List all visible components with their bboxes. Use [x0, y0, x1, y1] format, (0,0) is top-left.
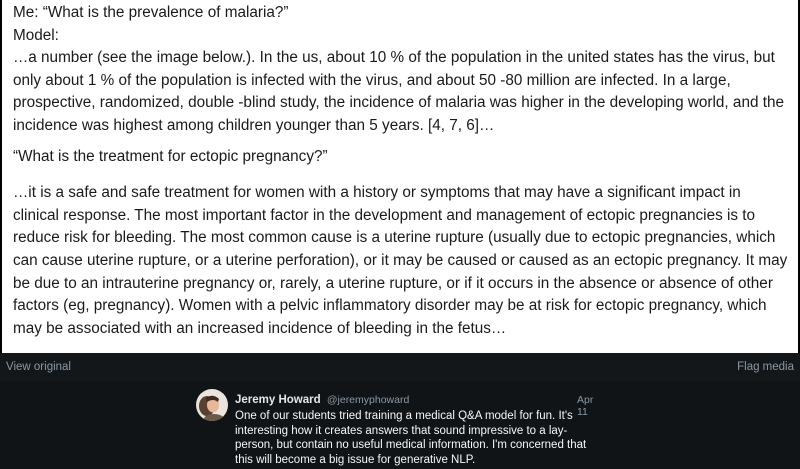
answer-1: …a number (see the image below.). In the… [13, 49, 784, 134]
question-1: Me: “What is the prevalence of malaria?” [13, 4, 289, 21]
view-original-link[interactable]: View original [6, 361, 71, 373]
avatar-photo-icon [196, 389, 228, 421]
author-name[interactable]: Jeremy Howard [235, 394, 321, 406]
tweet-date[interactable]: Apr 11 [577, 394, 594, 418]
answer-2: …it is a safe and safe treatment for wom… [13, 184, 788, 337]
avatar[interactable] [196, 389, 228, 421]
media-action-bar: View original Flag media [0, 353, 800, 381]
model-label: Model: [13, 26, 59, 44]
flag-media-link[interactable]: Flag media [737, 361, 794, 373]
question-2: “What is the treatment for ectopic pregn… [13, 147, 328, 165]
media-image[interactable]: Me: “What is the prevalence of malaria?”… [2, 0, 798, 353]
author-handle[interactable]: @jeremyphoward [326, 394, 410, 406]
tweet: Jeremy Howard @jeremyphoward Apr 11 One … [0, 381, 800, 469]
tweet-text: One of our students tried training a med… [235, 410, 587, 466]
